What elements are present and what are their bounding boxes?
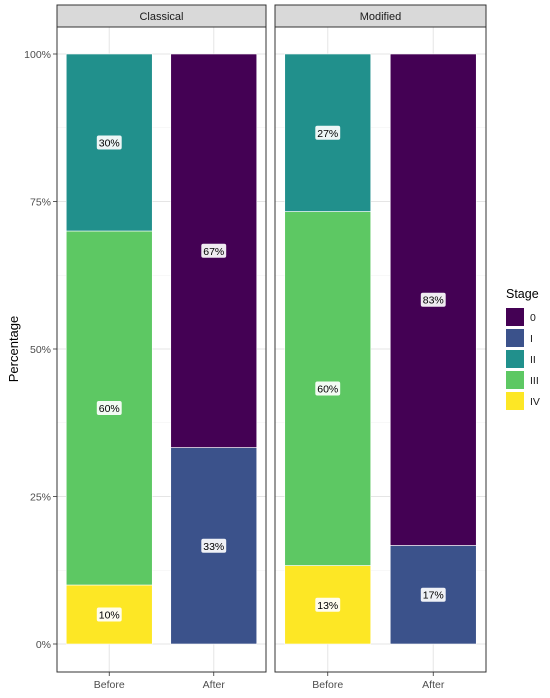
facet-title: Classical (139, 11, 183, 23)
panel-border (274, 26, 487, 673)
legend-swatch (506, 308, 524, 326)
bar-after: 17% 83% (389, 53, 477, 645)
y-tick-label: 0% (36, 639, 51, 651)
data-label: 13% (317, 600, 338, 612)
legend-swatch (506, 371, 524, 389)
y-tick-label: 75% (30, 197, 51, 209)
data-label-box (96, 607, 122, 622)
data-label-box (201, 243, 227, 258)
bar-before: 13% 60% 27% (284, 53, 372, 645)
bar-after: 33% 67% (170, 53, 258, 645)
facet-title: Modified (360, 11, 402, 23)
x-tick-label: After (422, 679, 445, 691)
data-label-box (201, 538, 227, 553)
legend-entry-label: II (530, 354, 536, 366)
bar-before: 10% 60% 30% (65, 53, 153, 645)
y-axis-label: Percentage (6, 316, 21, 383)
data-label-box (96, 135, 122, 150)
data-label: 60% (99, 403, 120, 415)
data-label: 67% (203, 246, 224, 258)
legend-entry-label: I (530, 333, 533, 345)
y-tick-label: 100% (24, 49, 51, 61)
data-label-box (420, 587, 446, 602)
legend-swatch (506, 329, 524, 347)
legend-entry-label: 0 (530, 312, 536, 324)
x-tick-label: After (203, 679, 226, 691)
data-label: 60% (317, 384, 338, 396)
data-label-box (420, 292, 446, 307)
legend-entry-label: IV (530, 396, 540, 408)
x-tick-label: Before (312, 679, 343, 691)
legend-title: Stage (506, 287, 539, 301)
panel-border (56, 26, 267, 673)
y-tick-label: 50% (30, 344, 51, 356)
data-label: 30% (99, 138, 120, 150)
data-label: 10% (99, 610, 120, 622)
facet-panel-classical: Classical 10% 60% 30% 33% 67% Before After (56, 4, 267, 691)
legend-swatch (506, 350, 524, 368)
facet-panel-modified: Modified 13% 60% 27% 17% 83% Before After (274, 4, 487, 691)
data-label: 33% (203, 541, 224, 553)
data-label: 83% (423, 295, 444, 307)
data-label-box (315, 597, 341, 612)
legend-swatch (506, 392, 524, 410)
data-label: 17% (423, 590, 444, 602)
legend-entry-label: III (530, 375, 539, 387)
data-label: 27% (317, 128, 338, 140)
x-tick-label: Before (94, 679, 125, 691)
y-tick-label: 25% (30, 492, 51, 504)
data-label-box (96, 401, 122, 415)
data-label-box (315, 381, 341, 396)
data-label-box (315, 125, 341, 140)
